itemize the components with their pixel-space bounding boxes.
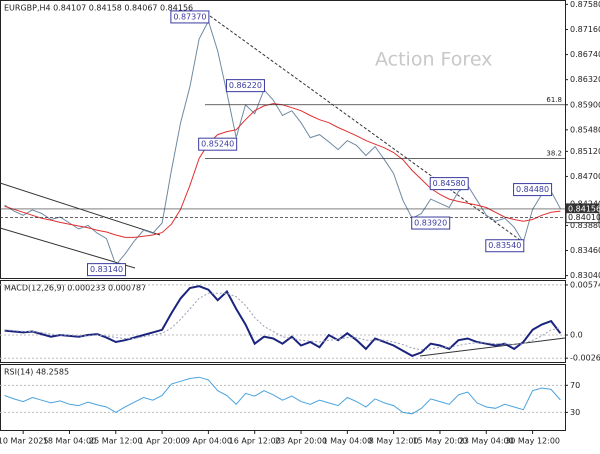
- x-tick-label: 1 May 04:00: [322, 437, 372, 446]
- callout-label: 0.85240: [201, 140, 234, 149]
- price-tag-label: 0.84156: [568, 204, 600, 213]
- callout-box: [198, 137, 238, 151]
- callout-label: 0.83540: [488, 241, 521, 250]
- callout-label: 0.86220: [229, 81, 262, 90]
- price-panel: [0, 0, 566, 279]
- x-tick-label: 10 Mar 2025: [0, 437, 49, 446]
- y-tick-label: 0.85480: [570, 125, 600, 134]
- y-tick-label: 0.86740: [570, 50, 600, 59]
- callout-box: [87, 263, 127, 277]
- x-tick-label: 30 May 12:00: [505, 437, 560, 446]
- price-tag-label: 0.84010: [568, 213, 600, 222]
- y-tick-label: 0.83040: [570, 271, 600, 280]
- y-tick-label: 70: [570, 381, 580, 390]
- fib-label: 38.2: [546, 150, 562, 158]
- watermark: Action Forex: [375, 49, 492, 71]
- series-line: [4, 285, 562, 358]
- callout-label: 0.83920: [414, 219, 447, 228]
- y-tick-label: 0.83880: [570, 221, 600, 230]
- y-tick-label: -0.002663: [570, 354, 600, 363]
- x-tick-label: 16 Apr 12:00: [229, 437, 281, 446]
- x-tick-label: 8 May 12:00: [369, 437, 419, 446]
- y-tick-label: 0.0: [570, 331, 583, 340]
- x-tick-label: 1 Apr 20:00: [139, 437, 186, 446]
- callout-label: 0.84580: [433, 179, 466, 188]
- channel-line: [0, 227, 136, 269]
- macd-header: MACD(12,26,9) 0.000233 0.000787: [4, 284, 146, 293]
- y-tick-label: 0.84700: [570, 172, 600, 181]
- y-tick-label: 0.87580: [570, 0, 600, 9]
- y-tick-label: 30: [570, 408, 580, 417]
- x-tick-label: 25 Mar 12:00: [89, 437, 142, 446]
- callout-box: [225, 79, 265, 93]
- rsi-header: RSI(14) 48.2585: [4, 368, 69, 377]
- trend-line: [209, 15, 521, 241]
- symbol-header: EURGBP,H4 0.84107 0.84158 0.84067 0.8415…: [4, 4, 193, 13]
- callout-box: [429, 177, 469, 191]
- macd-trend-line: [419, 337, 566, 357]
- fib-label: 61.8: [546, 96, 562, 104]
- price-tag: [565, 212, 600, 224]
- x-tick-label: 23 May 04:00: [459, 437, 514, 446]
- y-tick-label: 0.83460: [570, 246, 600, 255]
- y-tick-label: 0.85900: [570, 100, 600, 109]
- callout-label: 0.83140: [90, 265, 123, 274]
- rsi-panel: [0, 364, 566, 431]
- y-tick-label: 0.87160: [570, 25, 600, 34]
- x-tick-label: 15 May 20:00: [413, 437, 468, 446]
- series-line: [4, 292, 561, 351]
- y-tick-label: 0.86320: [570, 75, 600, 84]
- macd-panel: [0, 280, 566, 363]
- callout-box: [411, 216, 451, 230]
- y-tick-label: 0.005749: [570, 280, 600, 289]
- callout-label: 0.84480: [516, 185, 549, 194]
- callout-box: [485, 239, 525, 253]
- callout-box: [170, 10, 210, 24]
- x-tick-label: 9 Apr 04:00: [185, 437, 232, 446]
- y-tick-label: 0.85120: [570, 147, 600, 156]
- x-tick-label: 23 Apr 20:00: [275, 437, 327, 446]
- series-line: [4, 376, 561, 415]
- x-tick-label: 18 Mar 04:00: [43, 437, 96, 446]
- callout-label: 0.87370: [173, 12, 206, 21]
- callout-box: [513, 183, 553, 197]
